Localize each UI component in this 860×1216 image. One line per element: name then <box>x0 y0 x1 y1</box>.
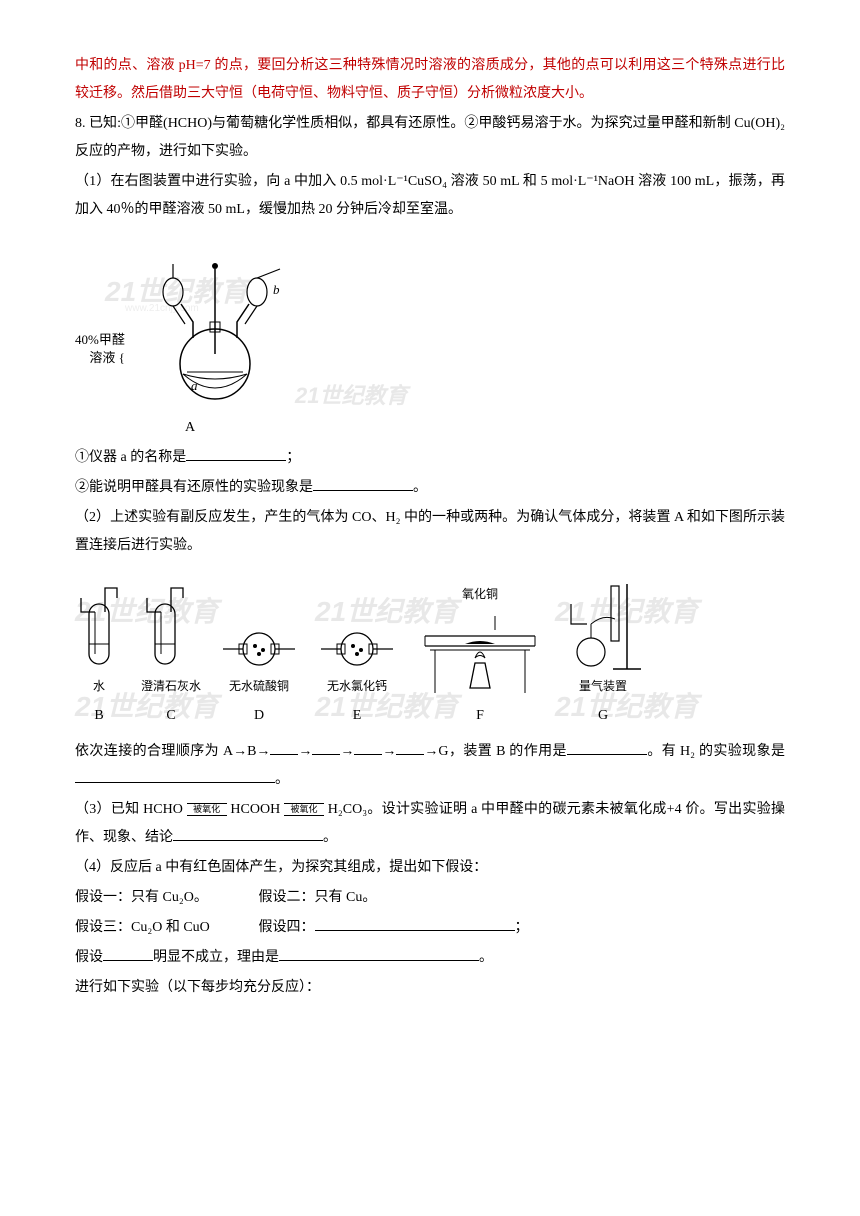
q8-hyp-reason: 假设明显不成立，理由是。 <box>75 944 785 972</box>
blank-seq-2 <box>312 739 340 755</box>
q8-hyp-row1: 假设一：只有 Cu₂O。 假设二：只有 Cu。 <box>75 884 785 912</box>
blank-seq-3 <box>354 739 382 755</box>
blank-hyp-which <box>103 945 153 961</box>
blank-hyp-reason <box>279 945 479 961</box>
blank-p3 <box>173 825 323 841</box>
q8-number: 8. <box>75 116 86 131</box>
q8-p3: （3）已知 HCHO 被氧化 HCOOH 被氧化 H₂CO₃。设计实验证明 a … <box>75 796 785 852</box>
blank-hyp4 <box>315 915 515 931</box>
fig2-item-f: 氧化铜 F <box>415 582 545 730</box>
blank-b-use <box>567 739 647 755</box>
fig1-left-label: 40%甲醛 溶液 { <box>75 331 125 367</box>
blank-instrument-name <box>186 445 286 461</box>
q8-stem: 8. 已知:①甲醛(HCHO)与葡萄糖化学性质相似，都具有还原性。②甲酸钙易溶于… <box>75 110 785 166</box>
q8-sequence: 依次连接的合理顺序为 A→B→→→→→G，装置 B 的作用是。有 H₂ 的实验现… <box>75 738 785 794</box>
fig2-item-e: 无水氯化钙 E <box>317 604 397 730</box>
blank-phenomenon <box>313 475 413 491</box>
q8-p1: （1）在右图装置中进行实验，向 a 中加入 0.5 mol·L⁻¹CuSO₄ 溶… <box>75 168 785 224</box>
blank-seq-1 <box>270 739 298 755</box>
fig2-item-d: 无水硫酸铜 D <box>219 604 299 730</box>
blank-seq-4 <box>396 739 424 755</box>
q8-p4: （4）反应后 a 中有红色固体产生，为探究其组成，提出如下假设： <box>75 854 785 882</box>
fig2-item-g: 量气装置 G <box>563 574 643 730</box>
intro-red-text: 中和的点、溶液 pH=7 的点，要回分析这三种特殊情况时溶液的溶质成分，其他的点… <box>75 52 785 108</box>
q8-p2: （2）上述实验有副反应发生，产生的气体为 CO、H₂ 中的一种或两种。为确认气体… <box>75 504 785 560</box>
fig1-b-label: b <box>273 282 280 297</box>
q8-hyp-row2: 假设三：Cu₂O 和 CuO 假设四：； <box>75 914 785 942</box>
fig1-caption: A <box>185 414 785 442</box>
fig1-a-label: a <box>191 378 198 393</box>
q8-last: 进行如下实验（以下每步均充分反应）： <box>75 974 785 1002</box>
q8-sub1-1: ①仪器 a 的名称是； <box>75 444 785 472</box>
q8-stem-text: 已知:①甲醛(HCHO)与葡萄糖化学性质相似，都具有还原性。②甲酸钙易溶于水。为… <box>75 116 785 159</box>
fig2-item-c: 澄清石灰水 C <box>141 584 201 730</box>
q8-sub1-2: ②能说明甲醛具有还原性的实验现象是。 <box>75 474 785 502</box>
fig2-item-b: 水 B <box>75 584 123 730</box>
arrow-oxidize-1: 被氧化 <box>187 803 227 816</box>
fig2-row: 水 B 澄清石灰水 C 无水硫酸铜 D 无水氯化钙 E 氧化铜 <box>75 574 785 730</box>
arrow-oxidize-2: 被氧化 <box>284 803 324 816</box>
fig1-apparatus-svg: b a <box>125 234 305 414</box>
blank-h2-phenom <box>75 767 275 783</box>
